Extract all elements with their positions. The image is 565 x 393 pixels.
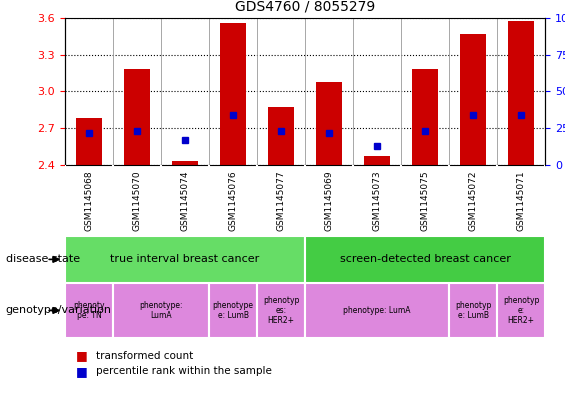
Bar — [113, 283, 209, 338]
Bar — [305, 236, 545, 283]
Text: disease state: disease state — [6, 254, 80, 264]
Text: GSM1145071: GSM1145071 — [517, 170, 525, 231]
Text: GSM1145076: GSM1145076 — [229, 170, 237, 231]
Bar — [316, 81, 342, 165]
Text: phenotype: LumA: phenotype: LumA — [344, 306, 411, 315]
Title: GDS4760 / 8055279: GDS4760 / 8055279 — [235, 0, 375, 14]
Text: screen-detected breast cancer: screen-detected breast cancer — [340, 254, 511, 264]
Bar — [497, 283, 545, 338]
Text: GSM1145068: GSM1145068 — [85, 170, 93, 231]
Bar — [268, 107, 294, 165]
Bar — [460, 34, 486, 165]
Text: true interval breast cancer: true interval breast cancer — [110, 254, 260, 264]
Text: GSM1145074: GSM1145074 — [181, 170, 189, 231]
Text: phenoty
pe: TN: phenoty pe: TN — [73, 301, 105, 320]
Bar — [65, 283, 113, 338]
Bar — [364, 156, 390, 165]
Bar — [508, 21, 534, 165]
Text: GSM1145070: GSM1145070 — [133, 170, 141, 231]
Bar — [257, 283, 305, 338]
Text: ■: ■ — [76, 349, 88, 362]
Bar — [65, 236, 305, 283]
Text: genotype/variation: genotype/variation — [6, 305, 112, 316]
Text: phenotyp
es:
HER2+: phenotyp es: HER2+ — [263, 296, 299, 325]
Text: phenotype
e: LumB: phenotype e: LumB — [212, 301, 254, 320]
Text: GSM1145069: GSM1145069 — [325, 170, 333, 231]
Text: phenotyp
e: LumB: phenotyp e: LumB — [455, 301, 492, 320]
Bar — [449, 283, 497, 338]
Bar — [76, 118, 102, 165]
Text: GSM1145073: GSM1145073 — [373, 170, 381, 231]
Bar — [305, 283, 449, 338]
Text: transformed count: transformed count — [96, 351, 193, 361]
Text: phenotyp
e:
HER2+: phenotyp e: HER2+ — [503, 296, 540, 325]
Bar — [220, 22, 246, 165]
Text: GSM1145075: GSM1145075 — [421, 170, 429, 231]
Text: ■: ■ — [76, 365, 88, 378]
Text: GSM1145072: GSM1145072 — [469, 170, 477, 231]
Bar — [172, 162, 198, 165]
Text: phenotype:
LumA: phenotype: LumA — [140, 301, 182, 320]
Text: percentile rank within the sample: percentile rank within the sample — [96, 366, 272, 376]
Bar — [209, 283, 257, 338]
Bar — [124, 69, 150, 165]
Text: GSM1145077: GSM1145077 — [277, 170, 285, 231]
Bar — [412, 69, 438, 165]
